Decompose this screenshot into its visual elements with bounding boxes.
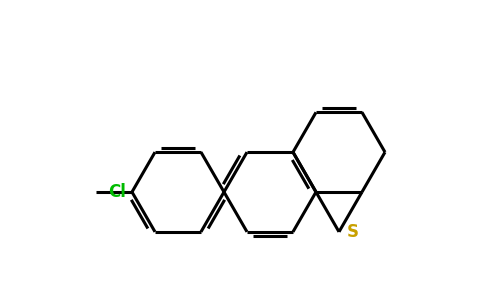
- Text: S: S: [347, 223, 359, 241]
- Text: Cl: Cl: [108, 183, 126, 201]
